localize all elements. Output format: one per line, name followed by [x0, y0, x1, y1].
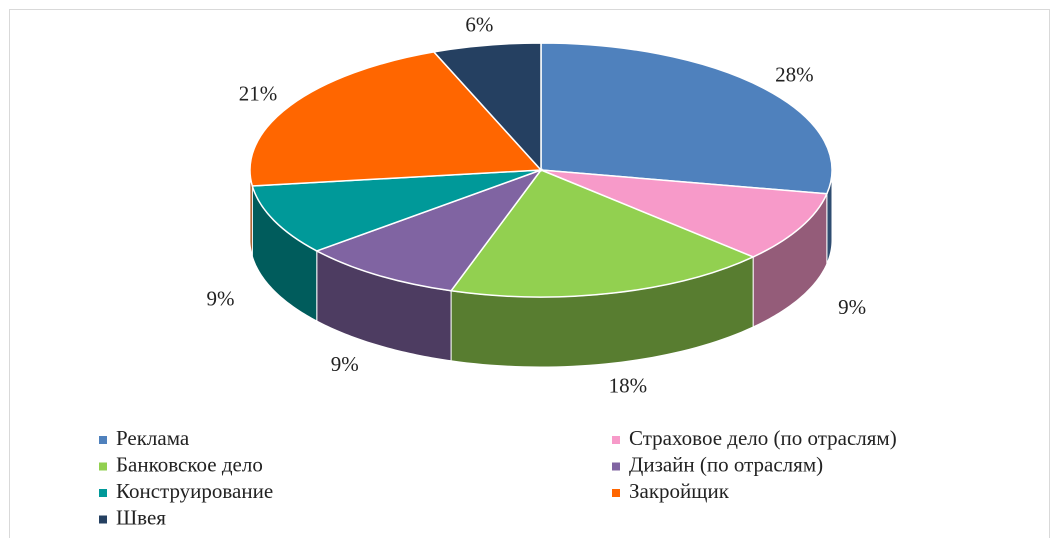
data-label: 9% [331, 352, 359, 376]
legend-marker [99, 515, 107, 524]
slice [249, 51, 543, 187]
chart-border [9, 9, 1050, 538]
data-label: 9% [838, 295, 866, 319]
legend-label: Реклама [116, 426, 190, 450]
legend-label: Закройщик [629, 479, 730, 503]
data-label: 9% [207, 286, 235, 310]
slice [314, 168, 544, 292]
legend-label: Дизайн (по отраслям) [629, 452, 823, 476]
legend-marker [612, 489, 620, 497]
legend-label: Страховое дело (по отраслям) [629, 426, 897, 450]
data-label: 18% [609, 373, 648, 397]
legend-marker [99, 462, 107, 471]
legend-label: Конструирование [116, 479, 273, 503]
legend-marker [612, 462, 620, 471]
slice [540, 169, 828, 258]
data-label: 21% [239, 81, 278, 105]
data-label: 28% [775, 63, 814, 87]
slice [449, 169, 756, 298]
legend-marker [99, 489, 107, 497]
slice [432, 42, 542, 172]
legend-marker [99, 436, 107, 444]
data-label: 6% [465, 12, 493, 36]
legend-label: Банковское дело [116, 452, 263, 476]
legend-marker [612, 436, 620, 444]
slice [540, 42, 833, 195]
legend-label: Швея [116, 505, 166, 529]
slice [251, 169, 542, 252]
